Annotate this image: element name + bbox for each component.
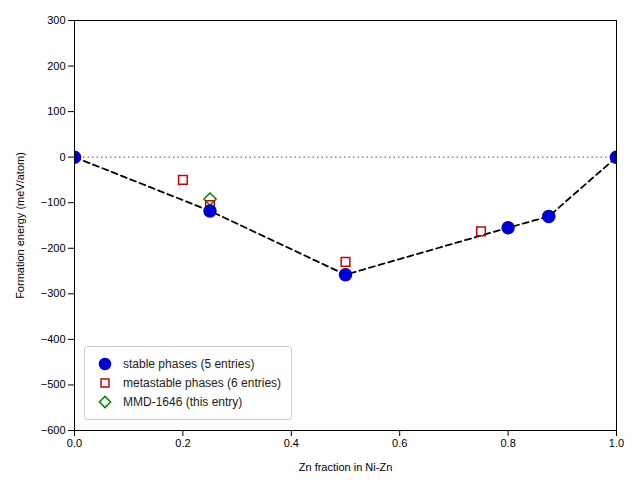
svg-text:−400: −400 — [41, 333, 66, 345]
svg-text:0.4: 0.4 — [284, 437, 299, 449]
svg-text:−300: −300 — [41, 287, 66, 299]
svg-text:0.0: 0.0 — [67, 437, 82, 449]
svg-text:Formation energy (meV/atom): Formation energy (meV/atom) — [14, 152, 26, 299]
svg-text:1.0: 1.0 — [609, 437, 624, 449]
svg-text:0: 0 — [59, 151, 65, 163]
svg-text:−500: −500 — [41, 378, 66, 390]
svg-text:0.6: 0.6 — [392, 437, 407, 449]
svg-text:−200: −200 — [41, 242, 66, 254]
svg-text:Zn fraction in Ni-Zn: Zn fraction in Ni-Zn — [299, 461, 393, 473]
svg-text:−100: −100 — [41, 196, 66, 208]
html-text:MMD-1646 (this entry): MMD-1646 (this entry) — [123, 395, 243, 409]
html-text:metastable phases (6 entries): metastable phases (6 entries) — [123, 376, 282, 390]
svg-text:200: 200 — [47, 60, 65, 72]
svg-text:300: 300 — [47, 14, 65, 26]
svg-text:0.2: 0.2 — [175, 437, 190, 449]
svg-text:−600: −600 — [41, 424, 66, 436]
svg-text:100: 100 — [47, 105, 65, 117]
html-text:stable phases (5 entries): stable phases (5 entries) — [123, 357, 255, 371]
svg-text:0.8: 0.8 — [500, 437, 515, 449]
